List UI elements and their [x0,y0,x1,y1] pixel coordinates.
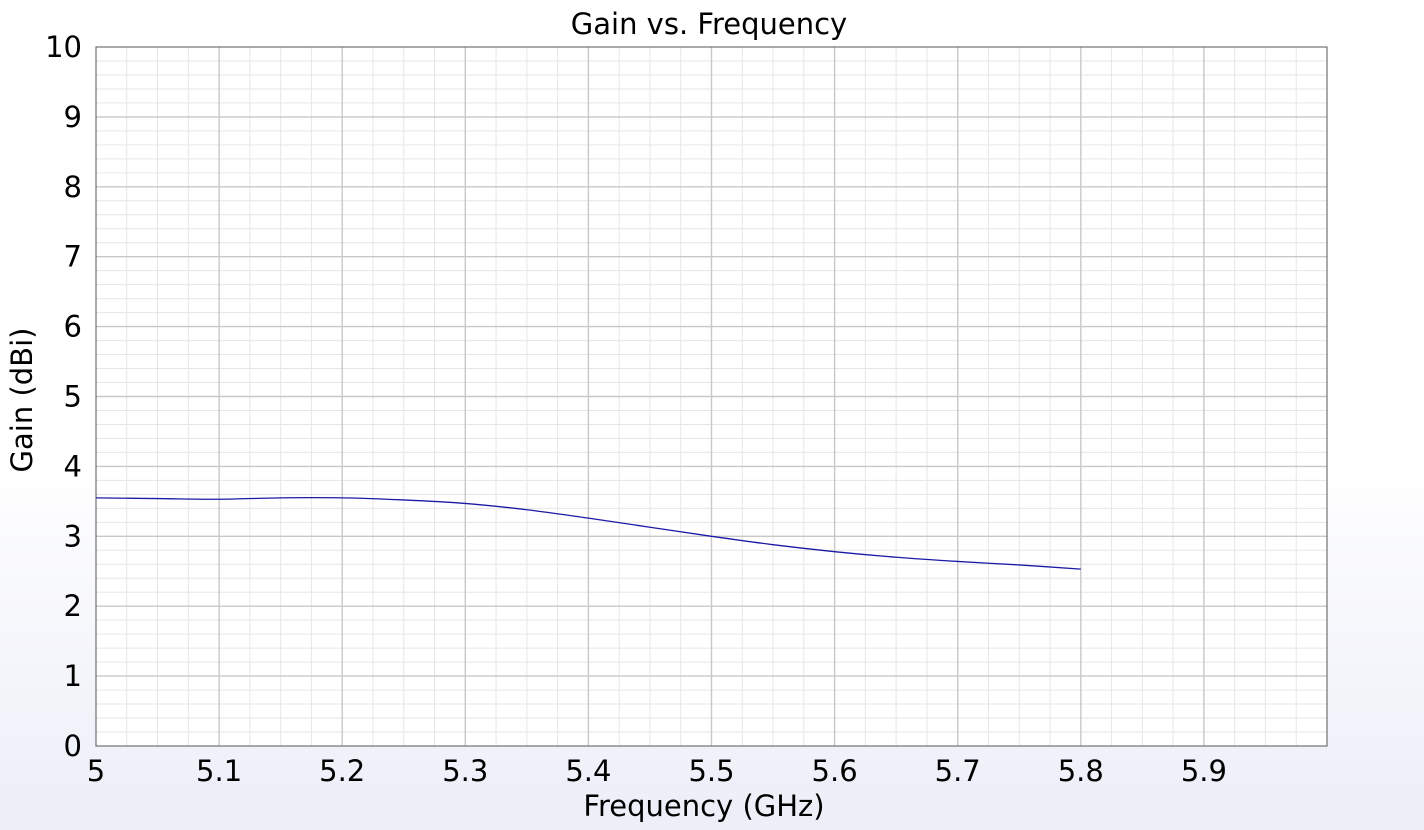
x-tick-label: 5.2 [319,754,365,788]
y-tick-label: 5 [64,380,82,414]
y-tick-label: 1 [64,659,82,693]
y-tick-label: 9 [64,100,82,134]
y-tick-label: 10 [45,30,82,64]
x-tick-label: 5.4 [565,754,611,788]
x-tick-labels: 5 5.1 5.2 5.3 5.4 5.5 5.6 5.7 5.8 5.9 [87,754,1227,788]
gain-series-line [95,496,1081,570]
major-grid [96,47,1327,746]
y-tick-label: 8 [64,170,82,204]
y-tick-labels: 0 1 2 3 4 5 6 7 8 9 10 [45,30,82,763]
x-tick-label: 5.5 [688,754,734,788]
y-axis-label: Gain (dBi) [5,328,39,473]
x-tick-label: 5.3 [442,754,488,788]
y-tick-label: 0 [64,729,82,763]
series-layer [95,496,1081,570]
x-tick-label: 5.6 [812,754,858,788]
chart-title: Gain vs. Frequency [571,7,847,41]
y-tick-label: 7 [64,240,82,274]
y-tick-label: 2 [64,589,82,623]
x-axis-label: Frequency (GHz) [583,789,824,823]
y-tick-label: 4 [64,449,82,483]
x-tick-label: 5.8 [1058,754,1104,788]
y-tick-label: 6 [64,310,82,344]
x-tick-label: 5.7 [935,754,981,788]
x-tick-label: 5 [87,754,105,788]
y-tick-label: 3 [64,519,82,553]
x-tick-label: 5.9 [1181,754,1227,788]
x-tick-label: 5.1 [196,754,242,788]
plot-area [95,46,1328,747]
